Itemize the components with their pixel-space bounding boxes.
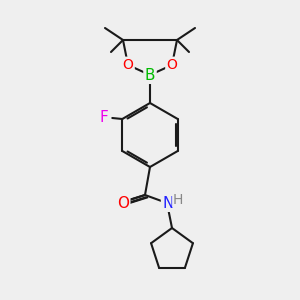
- Text: F: F: [100, 110, 109, 124]
- Text: N: N: [162, 196, 174, 211]
- Text: O: O: [167, 58, 177, 72]
- Text: O: O: [117, 196, 129, 211]
- Text: B: B: [145, 68, 155, 82]
- Text: H: H: [173, 193, 183, 207]
- Text: O: O: [123, 58, 134, 72]
